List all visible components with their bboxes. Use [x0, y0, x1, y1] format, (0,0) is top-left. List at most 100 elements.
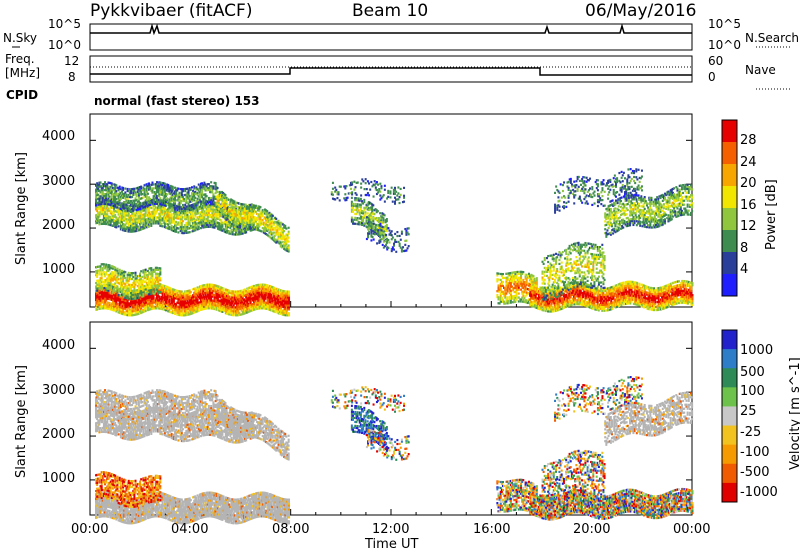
- power-cell: [201, 184, 204, 187]
- power-cell: [152, 282, 155, 285]
- power-cell: [177, 295, 180, 299]
- power-cell: [239, 212, 242, 215]
- power-cell: [269, 293, 272, 296]
- power-cell: [256, 206, 259, 210]
- power-cell: [237, 220, 240, 223]
- power-cell: [139, 306, 142, 309]
- power-cell: [137, 192, 140, 195]
- power-cell: [198, 213, 201, 216]
- power-cell: [105, 265, 108, 268]
- power-cell: [239, 295, 242, 299]
- power-cell: [194, 311, 197, 314]
- power-cell: [215, 221, 218, 224]
- power-cell: [236, 213, 239, 217]
- power-cell: [136, 281, 139, 284]
- power-cell: [219, 224, 222, 227]
- power-cell: [254, 218, 257, 221]
- power-cell: [132, 308, 135, 311]
- power-cell: [196, 222, 199, 225]
- power-cell: [148, 225, 151, 228]
- power-cell: [204, 212, 207, 215]
- power-cell: [178, 223, 181, 226]
- power-cell: [179, 302, 182, 305]
- power-cell: [99, 267, 102, 270]
- power-cell: [283, 296, 286, 299]
- power-cell: [174, 194, 177, 197]
- power-cell: [236, 209, 239, 213]
- power-cell: [234, 298, 237, 301]
- power-cell: [248, 290, 251, 293]
- power-cell: [139, 207, 142, 210]
- power-cell: [152, 292, 155, 295]
- power-cell: [167, 296, 170, 299]
- power-cell: [107, 275, 110, 279]
- power-cell: [126, 302, 129, 305]
- power-cell: [113, 289, 116, 292]
- power-cell: [145, 297, 148, 300]
- power-cell: [108, 223, 111, 226]
- power-cell: [104, 283, 107, 286]
- power-cell: [110, 206, 113, 209]
- power-cell: [213, 303, 216, 307]
- power-cell: [110, 302, 113, 305]
- power-cell: [215, 217, 218, 220]
- power-cell: [248, 308, 251, 311]
- power-cell: [108, 266, 111, 269]
- power-cell: [130, 285, 133, 289]
- power-cell: [181, 292, 184, 295]
- power-cell: [216, 208, 219, 211]
- power-cell: [144, 202, 147, 206]
- power-cell: [152, 212, 155, 215]
- power-cell: [148, 287, 151, 290]
- power-cell: [111, 285, 114, 288]
- power-cell: [145, 202, 148, 206]
- power-cell: [188, 291, 191, 294]
- power-cell: [233, 312, 236, 315]
- power-cell: [225, 308, 228, 311]
- power-cell: [136, 208, 139, 211]
- power-cell: [151, 297, 154, 300]
- power-cell: [122, 215, 125, 218]
- power-cell: [130, 199, 133, 203]
- power-cell: [135, 307, 138, 310]
- power-cell: [174, 308, 177, 312]
- power-cell: [241, 213, 244, 216]
- power-cell: [160, 203, 163, 206]
- power-cell: [140, 214, 143, 217]
- power-cell: [109, 221, 112, 225]
- power-cell: [125, 220, 128, 223]
- power-cell: [266, 213, 269, 217]
- power-cell: [167, 306, 170, 309]
- power-cell: [194, 213, 197, 216]
- power-cell: [120, 228, 123, 231]
- power-cell: [246, 297, 249, 300]
- power-cell: [215, 201, 218, 205]
- power-cell: [168, 192, 171, 195]
- power-cell: [96, 182, 99, 185]
- power-cell: [158, 291, 161, 294]
- power-cell: [247, 304, 250, 308]
- power-cell: [176, 211, 179, 214]
- power-cell: [234, 220, 237, 224]
- power-cell: [130, 218, 133, 221]
- power-cell: [107, 283, 110, 287]
- power-cell: [224, 312, 227, 315]
- power-cell: [194, 303, 197, 306]
- power-cell: [189, 308, 192, 312]
- power-cell: [244, 203, 247, 206]
- power-cell: [140, 205, 143, 208]
- power-cell: [95, 300, 98, 304]
- power-cell: [224, 209, 227, 212]
- power-cell: [178, 309, 181, 313]
- power-cell: [131, 226, 134, 229]
- power-cell: [169, 216, 172, 219]
- power-cell: [183, 226, 186, 229]
- power-cell: [190, 298, 193, 301]
- power-cell: [111, 214, 114, 218]
- power-cell: [198, 287, 201, 290]
- power-cell: [137, 302, 140, 305]
- power-cell: [204, 219, 207, 223]
- power-cell: [137, 196, 140, 199]
- power-cell: [145, 224, 148, 227]
- power-cell: [185, 292, 188, 295]
